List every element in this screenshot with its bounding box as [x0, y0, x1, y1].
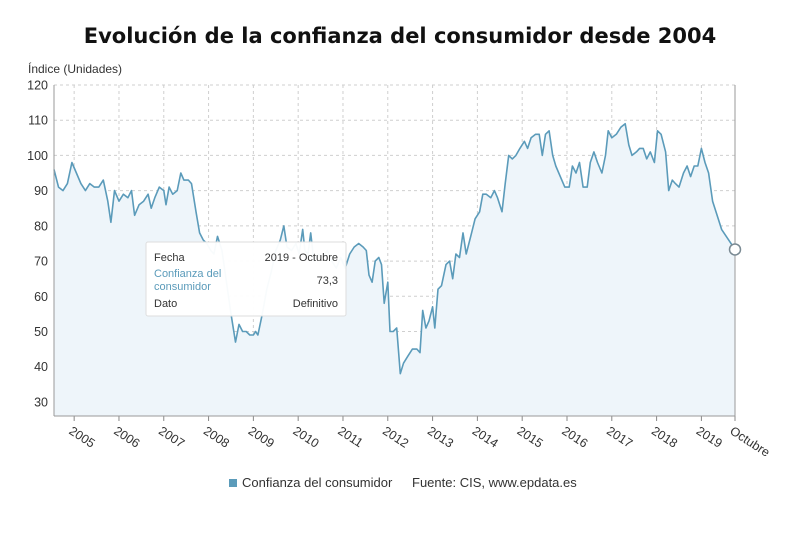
legend: Confianza del consumidor Fuente: CIS, ww… [229, 475, 577, 490]
y-tick-label: 120 [27, 79, 48, 93]
chart-title: Evolución de la confianza del consumidor… [84, 24, 717, 48]
x-tick-label: 2018 [649, 424, 680, 451]
x-tick-label: 2013 [425, 424, 456, 451]
x-tick-label: 2012 [380, 424, 411, 451]
y-tick-label: 60 [34, 290, 48, 304]
tooltip-series-value: 73,3 [317, 275, 338, 287]
series-area-fill [54, 123, 735, 416]
x-tick-label: 2007 [156, 424, 187, 451]
y-tick-label: 70 [34, 255, 48, 269]
tooltip-data-label: Dato [154, 298, 177, 310]
x-tick-label: 2017 [604, 424, 635, 451]
source-note: Fuente: CIS, www.epdata.es [412, 475, 577, 490]
legend-swatch [229, 479, 237, 487]
x-tick-label: Octubre [727, 424, 772, 460]
y-tick-label: 50 [34, 325, 48, 339]
x-tick-label: 2006 [111, 424, 142, 451]
tooltip-data-value: Definitivo [293, 298, 338, 310]
tooltip-date-label: Fecha [154, 252, 185, 264]
tooltip-date-value: 2019 - Octubre [265, 252, 338, 264]
y-axis-label: Índice (Unidades) [28, 61, 122, 76]
y-tick-label: 90 [34, 184, 48, 198]
y-tick-label: 100 [27, 149, 48, 163]
legend-label[interactable]: Confianza del consumidor [242, 475, 393, 490]
tooltip-series-label-line2: consumidor [154, 281, 211, 293]
x-tick-label: 2008 [201, 424, 232, 451]
tooltip: Fecha 2019 - Octubre Confianza del consu… [145, 241, 347, 317]
x-tick-label: 2010 [291, 424, 322, 451]
x-tick-label: 2011 [335, 424, 365, 450]
x-tick-label: 2019 [694, 424, 725, 451]
y-tick-label: 40 [34, 360, 48, 374]
tooltip-box [145, 241, 347, 317]
x-tick-label: 2009 [246, 424, 277, 451]
x-tick-label: 2014 [470, 424, 501, 451]
x-tick-labels: 2005 2006 2007 2008 2009 2010 2011 2012 2013 2014… [67, 424, 773, 460]
x-tick-label: 2015 [515, 424, 546, 451]
highlight-point[interactable] [728, 243, 742, 256]
x-tick-label: 2005 [67, 424, 98, 451]
y-tick-labels: 30 40 50 60 70 80 90 100 110 120 [27, 79, 48, 410]
tooltip-series-label-line1: Confianza del [154, 268, 221, 280]
y-tick-label: 80 [34, 219, 48, 233]
y-tick-label: 30 [34, 395, 48, 409]
x-tick-label: 2016 [559, 424, 590, 451]
series-line[interactable] [53, 122, 736, 375]
y-tick-label: 110 [28, 114, 48, 128]
